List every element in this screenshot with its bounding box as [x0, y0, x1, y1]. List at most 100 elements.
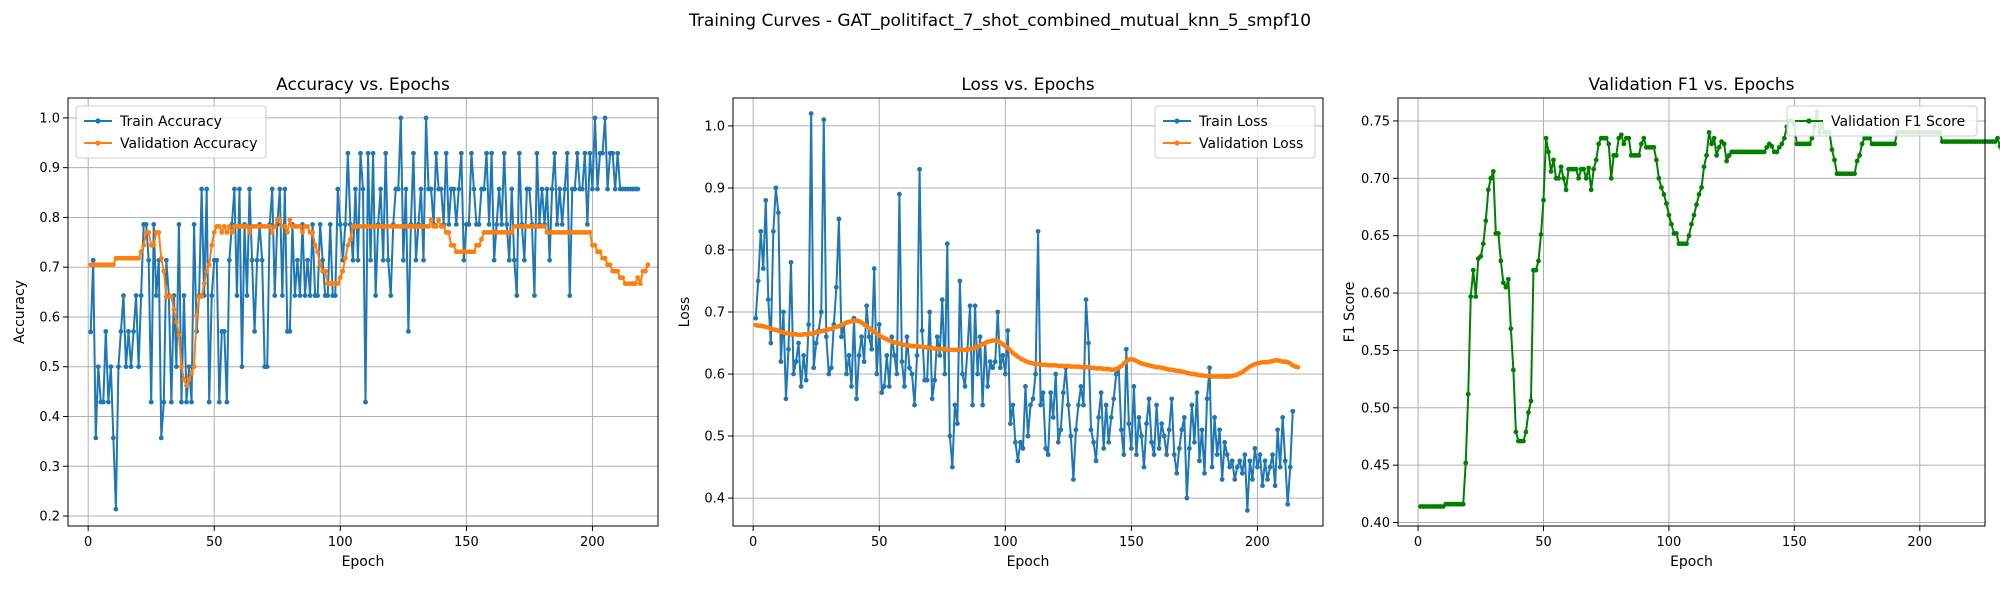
train-loss-point: [1166, 427, 1172, 433]
validation-f1-score-point: [1653, 157, 1659, 163]
x-axis-label: Epoch: [1670, 554, 1713, 570]
train-loss-point: [1204, 396, 1210, 402]
train-loss-point: [849, 384, 854, 389]
train-loss-point: [844, 371, 849, 377]
train-accuracy-point: [370, 150, 376, 156]
validation-f1-score-point: [1761, 149, 1767, 155]
y-tick-label: 0.8: [704, 243, 725, 258]
train-loss-point: [879, 390, 885, 396]
train-accuracy-point: [453, 222, 459, 227]
train-loss-point: [1035, 228, 1041, 234]
validation-f1-score-point: [1859, 141, 1865, 147]
train-loss-point: [1005, 328, 1011, 334]
validation-accuracy-point: [312, 242, 318, 248]
train-accuracy-point: [547, 257, 552, 263]
train-loss-point: [755, 278, 761, 284]
train-loss-point: [1018, 439, 1023, 445]
train-loss-point: [818, 309, 824, 315]
train-loss-point: [990, 365, 996, 371]
validation-accuracy-point: [247, 229, 252, 235]
train-loss-point: [1161, 433, 1167, 439]
y-tick-label: 1.0: [39, 111, 60, 126]
validation-accuracy-point: [156, 229, 162, 235]
train-loss-point: [934, 334, 940, 340]
train-loss-point: [924, 377, 930, 383]
train-loss-point: [1164, 452, 1170, 458]
validation-f1-score-point: [1829, 147, 1835, 153]
train-loss-point: [788, 259, 794, 265]
train-accuracy-point: [244, 293, 250, 298]
validation-accuracy-point: [191, 364, 197, 370]
train-accuracy-point: [153, 293, 159, 298]
train-accuracy-point: [605, 186, 610, 192]
train-loss-point: [1000, 353, 1006, 358]
train-loss-point: [758, 228, 764, 234]
train-accuracy-point: [118, 329, 124, 334]
train-loss-point: [1151, 452, 1157, 458]
train-accuracy-point: [179, 399, 184, 405]
f1-panel: 0 50 100 150 200 0.40 0.45 0.50 0.55 0.60 0.65 0.70…: [1342, 75, 2000, 570]
validation-f1-score-point: [1714, 152, 1719, 158]
legend-label: Validation F1 Score: [1831, 114, 1965, 130]
validation-accuracy-point: [597, 249, 603, 255]
validation-accuracy-point: [269, 229, 275, 235]
y-tick-label: 0.75: [1361, 114, 1390, 129]
validation-f1-score-point: [1832, 157, 1837, 163]
train-accuracy-point: [585, 222, 590, 227]
validation-f1-score-point: [1541, 197, 1546, 203]
y-tick-label: 0.6: [39, 310, 60, 325]
train-accuracy-point: [216, 399, 222, 405]
train-loss-point: [962, 384, 968, 389]
train-accuracy-point: [562, 186, 568, 192]
validation-f1-score-point: [1521, 438, 1526, 444]
train-loss-point: [828, 365, 834, 371]
train-loss-point: [869, 346, 875, 352]
train-accuracy-point: [385, 257, 391, 263]
train-accuracy-point: [489, 150, 494, 156]
train-loss-point: [856, 353, 862, 358]
validation-f1-score-point: [1468, 294, 1474, 299]
validation-f1-score-point: [1621, 141, 1627, 147]
train-accuracy-point: [325, 293, 331, 298]
train-loss-point: [1229, 458, 1235, 464]
train-loss-point: [801, 353, 806, 358]
train-accuracy-point: [544, 186, 550, 192]
validation-f1-score-point: [1538, 232, 1544, 237]
train-loss-point: [881, 384, 887, 389]
train-loss-point: [1270, 452, 1275, 458]
train-accuracy-point: [138, 293, 144, 298]
train-loss-point: [796, 340, 801, 346]
train-accuracy-point: [315, 293, 321, 298]
validation-f1-score-point: [1588, 187, 1594, 193]
validation-f1-score-point: [1686, 233, 1692, 239]
axes-frame: [67, 97, 659, 527]
validation-accuracy-point: [168, 294, 174, 299]
train-loss-point: [1123, 346, 1129, 352]
train-accuracy-point: [168, 399, 174, 405]
validation-f1-score-point: [1721, 141, 1727, 147]
train-accuracy-series: [88, 115, 641, 512]
train-accuracy-point: [181, 293, 187, 298]
validation-f1-score-point: [1500, 280, 1506, 286]
validation-accuracy-point: [451, 242, 457, 248]
train-loss-point: [760, 266, 766, 271]
train-loss-point: [1156, 446, 1162, 451]
train-loss-point: [775, 210, 781, 216]
train-accuracy-point: [199, 186, 205, 192]
validation-f1-score-point: [1536, 258, 1541, 264]
validation-accuracy-point: [297, 224, 303, 229]
train-loss-point: [1091, 439, 1096, 445]
panel-title: Accuracy vs. Epochs: [276, 75, 450, 95]
train-accuracy-point: [264, 364, 270, 370]
validation-f1-score-point: [1478, 253, 1484, 259]
train-accuracy-point: [186, 364, 192, 370]
train-loss-point: [1252, 446, 1258, 451]
train-loss-point: [1227, 464, 1233, 470]
train-loss-point: [942, 371, 948, 377]
train-accuracy-point: [110, 435, 116, 441]
train-loss-point: [1174, 470, 1180, 476]
train-loss-point: [1209, 464, 1215, 470]
train-loss-point: [1083, 297, 1089, 302]
y-tick-label: 0.6: [704, 368, 725, 383]
validation-f1-score-point: [1508, 326, 1514, 332]
